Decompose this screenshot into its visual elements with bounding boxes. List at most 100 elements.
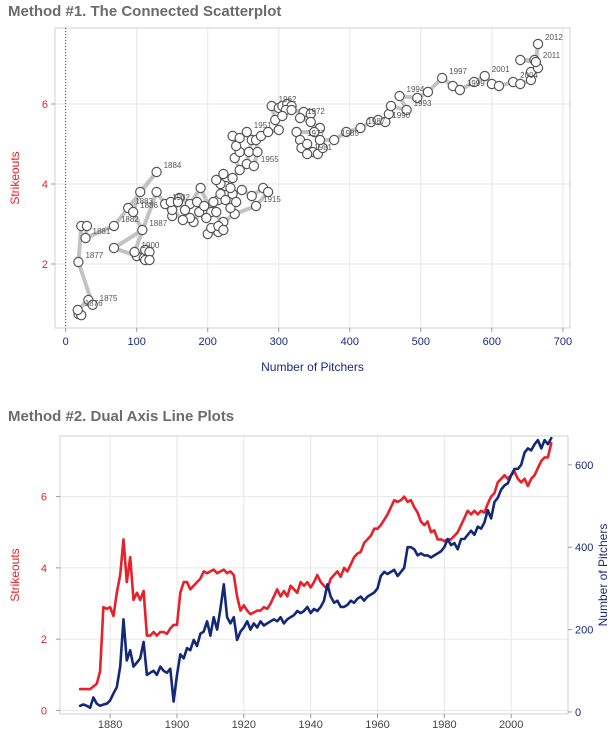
year-label-2001: 2001 xyxy=(492,65,510,74)
year-label-1883: 1883 xyxy=(135,197,153,206)
x-tick-label: 300 xyxy=(270,336,288,348)
data-point-1968 xyxy=(277,110,288,122)
data-point-1944 xyxy=(227,172,238,184)
data-point-1901 xyxy=(151,186,162,198)
data-point-1900 xyxy=(129,246,140,258)
data-point-1876 xyxy=(72,304,83,316)
x-tick-label: 1980 xyxy=(432,719,456,731)
x-tick-label: 1940 xyxy=(298,719,322,731)
y-tick-label: 4 xyxy=(42,179,48,191)
x-tick-label: 500 xyxy=(412,336,430,348)
y-tick-label-right: 600 xyxy=(575,460,593,472)
year-label-1915: 1915 xyxy=(263,195,281,204)
data-point-1960 xyxy=(273,124,284,136)
data-point-2012 xyxy=(532,38,544,50)
year-label-1997: 1997 xyxy=(449,67,467,76)
data-point-1885 xyxy=(135,186,146,198)
year-label-1977: 1977 xyxy=(307,129,325,138)
y-axis-title: Strikeouts xyxy=(8,151,22,204)
x-tick-label: 200 xyxy=(199,336,217,348)
year-label-2004: 2004 xyxy=(520,71,538,80)
data-point-1928 xyxy=(177,214,189,226)
y-axis-title-right: Number of Pitchers xyxy=(596,524,610,627)
chart1-title: Method #1. The Connected Scatterplot xyxy=(8,3,282,20)
y-tick-label: 6 xyxy=(42,99,48,111)
x-tick-label: 2000 xyxy=(499,719,523,731)
data-point-1996 xyxy=(422,86,434,98)
year-label-1887: 1887 xyxy=(149,219,167,228)
year-label-1951: 1951 xyxy=(254,121,272,130)
data-point-1997 xyxy=(436,72,448,84)
y-tick-label-right: 0 xyxy=(575,707,581,719)
y-tick-label-left: 0 xyxy=(41,705,47,717)
year-label-1985: 1985 xyxy=(341,129,359,138)
x-tick-label: 100 xyxy=(128,336,146,348)
plot-frame xyxy=(54,27,571,329)
data-point-1894 xyxy=(144,254,155,266)
data-point-1942 xyxy=(211,174,222,186)
x-tick-label: 400 xyxy=(341,336,359,348)
year-label-1972: 1972 xyxy=(307,107,325,116)
year-label-2011: 2011 xyxy=(543,51,561,60)
data-point-1981 xyxy=(301,148,313,160)
data-point-1937 xyxy=(220,194,231,206)
data-point-2003 xyxy=(493,80,505,92)
year-label-1993: 1993 xyxy=(414,99,432,108)
x-axis-title: Number of Pitchers xyxy=(261,360,364,374)
data-point-1934 xyxy=(198,200,210,212)
data-point-1931 xyxy=(172,196,184,208)
data-point-2011 xyxy=(530,56,542,68)
data-point-1911 xyxy=(236,184,248,196)
y-tick-label-right: 200 xyxy=(575,625,593,637)
chart2-title: Method #2. Dual Axis Line Plots xyxy=(8,408,235,425)
strikeouts-series-line xyxy=(78,441,553,691)
data-point-1969 xyxy=(286,104,297,116)
data-point-2010 xyxy=(515,54,526,66)
data-point-1940 xyxy=(225,182,236,194)
data-point-1939 xyxy=(230,196,242,208)
data-point-1875 xyxy=(87,299,98,310)
connected-scatterplot: 0 100 200 300 400 500 600 700 2 4 6 Number of Pitch… xyxy=(8,27,572,374)
data-point-1882 xyxy=(108,220,120,232)
year-label-1999: 1999 xyxy=(467,79,485,88)
data-point-1932 xyxy=(179,204,191,216)
year-label-1955: 1955 xyxy=(261,155,279,164)
data-point-1923 xyxy=(211,206,222,218)
x-tick-label: 600 xyxy=(483,336,501,348)
data-point-1924 xyxy=(201,212,212,224)
data-point-1959 xyxy=(262,126,274,138)
year-label-1875: 1875 xyxy=(100,294,118,303)
x-tick-label: 1960 xyxy=(365,719,389,731)
year-label-2012: 2012 xyxy=(545,33,563,42)
data-point-2005 xyxy=(515,78,526,90)
data-point-1887 xyxy=(137,224,148,236)
data-point-1935 xyxy=(208,196,219,208)
data-point-1985 xyxy=(328,134,340,146)
data-point-1973 xyxy=(305,116,316,128)
data-point-1999 xyxy=(454,84,466,96)
data-point-1914 xyxy=(262,186,274,198)
year-label-1962: 1962 xyxy=(279,95,297,104)
year-label-1882: 1882 xyxy=(121,215,139,224)
data-point-1915 xyxy=(250,200,262,212)
plot-frame xyxy=(59,435,569,715)
data-point-1972 xyxy=(294,112,306,124)
year-label-1990: 1990 xyxy=(392,111,410,120)
data-point-1880 xyxy=(81,220,93,232)
data-point-1877 xyxy=(73,256,84,268)
data-point-1881 xyxy=(80,232,91,244)
data-point-1987 xyxy=(355,122,366,134)
data-point-1993 xyxy=(401,104,412,116)
data-point-1955 xyxy=(248,160,260,172)
data-point-1986 xyxy=(341,126,352,138)
data-point-1979 xyxy=(301,138,313,150)
data-point-1951 xyxy=(241,126,252,138)
y-tick-label-right: 400 xyxy=(575,542,593,554)
year-label-1886: 1886 xyxy=(140,201,158,210)
y-tick-label-left: 6 xyxy=(41,492,47,504)
year-label-1881: 1881 xyxy=(93,227,111,236)
data-point-1984 xyxy=(314,134,326,146)
y-axis-title-left: Strikeouts xyxy=(8,548,22,601)
year-label-1877: 1877 xyxy=(85,251,103,260)
x-tick-label: 0 xyxy=(63,336,69,348)
